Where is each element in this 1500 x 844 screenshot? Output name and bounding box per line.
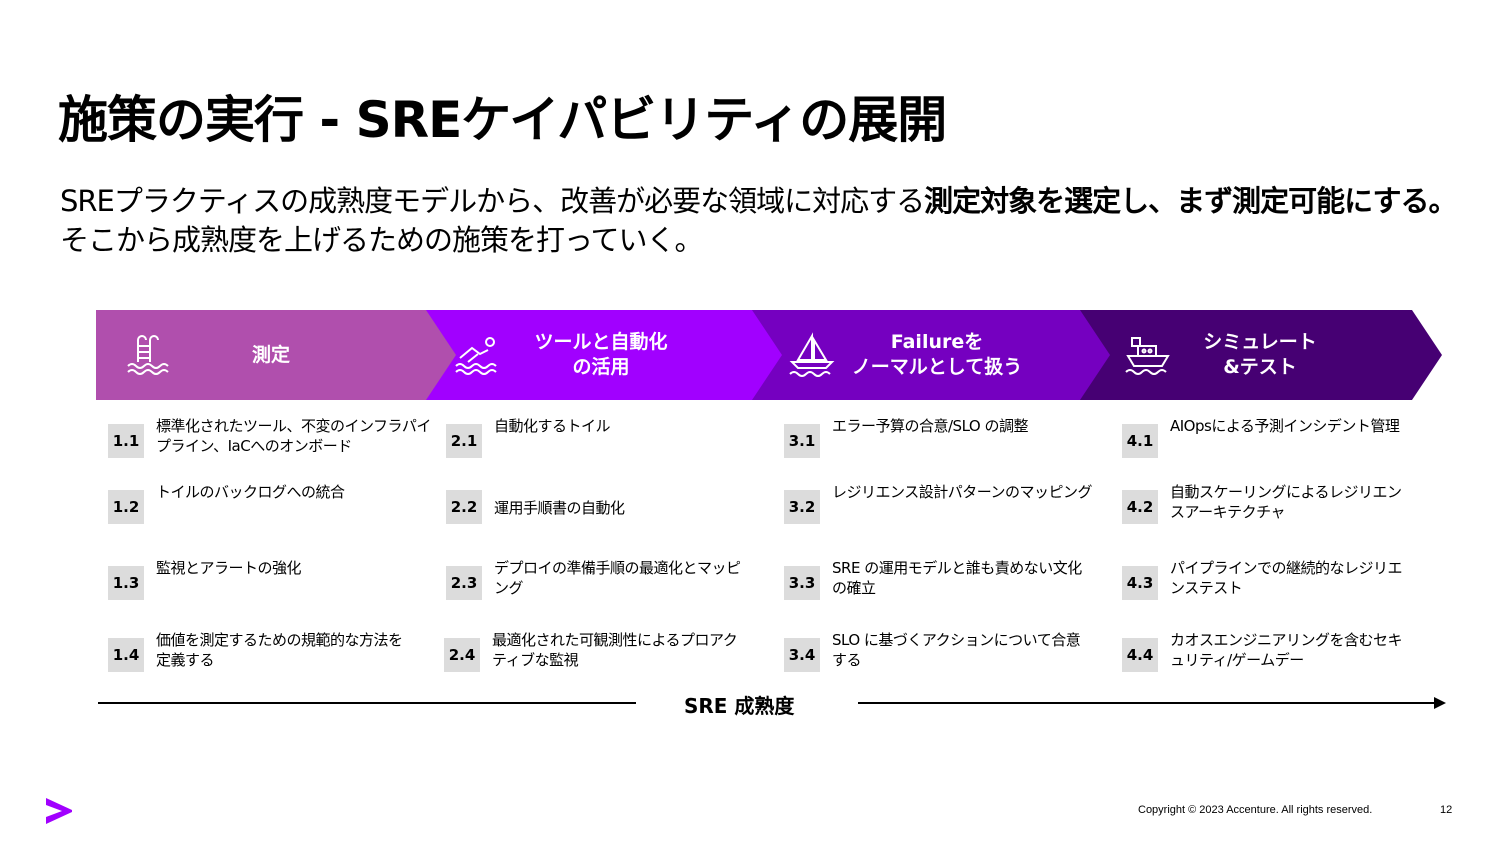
item-number: 4.2	[1122, 490, 1158, 524]
stage-4-shape	[1080, 310, 1442, 400]
item-number: 3.4	[784, 638, 820, 672]
item-number: 1.3	[108, 566, 144, 600]
stage-4-label: シミュレート &テスト	[1190, 330, 1330, 380]
item-text: 価値を測定するための規範的な方法を定義する	[156, 631, 403, 669]
item-text: 自動化するトイル	[494, 417, 611, 435]
stage-2-line1: ツールと自動化	[534, 331, 668, 353]
item-number: 3.2	[784, 490, 820, 524]
item-text: 標準化されたツール、不変のインフラパイプライン、IaCへのオンボード	[156, 417, 431, 455]
stage-3: Failureを ノーマルとして扱う	[752, 310, 1112, 400]
maturity-axis-right	[858, 702, 1436, 704]
stage-3-line2: ノーマルとして扱う	[851, 356, 1023, 378]
stage-1: 測定	[96, 310, 458, 400]
stage-4: シミュレート &テスト	[1080, 310, 1442, 400]
item-number: 3.1	[784, 424, 820, 458]
item-text: パイプラインでの継続的なレジリエンステスト	[1170, 559, 1403, 597]
item-text: 最適化された可観測性によるプロアクティブな監視	[492, 631, 738, 669]
item-text: トイルのバックログへの統合	[156, 483, 345, 501]
brand-logo-icon	[46, 798, 72, 828]
subtitle-bold: 測定対象を選定し、まず測定可能にする。	[924, 184, 1457, 218]
stage-3-line1: Failureを	[890, 331, 984, 353]
stage-4-line1: シミュレート	[1203, 331, 1317, 353]
subtitle-part1: SREプラクティスの成熟度モデルから、改善が必要な領域に対応する	[60, 184, 925, 218]
item-number: 4.3	[1122, 566, 1158, 600]
maturity-axis-left	[98, 702, 636, 704]
page-number: 12	[1440, 804, 1453, 816]
ship-icon	[1124, 332, 1172, 378]
item-number: 2.4	[444, 638, 480, 672]
item-text: デプロイの準備手順の最適化とマッピング	[494, 559, 741, 597]
item-text: 監視とアラートの強化	[156, 559, 302, 577]
stage-4-line2: &テスト	[1223, 356, 1297, 378]
item-text: SRE の運用モデルと誰も責めない文化の確立	[832, 559, 1082, 597]
item-number: 1.4	[108, 638, 144, 672]
item-text: 自動スケーリングによるレジリエンスアーキテクチャ	[1170, 483, 1402, 521]
stage-3-label: Failureを ノーマルとして扱う	[842, 330, 1032, 380]
swimmer-icon	[454, 332, 502, 378]
item-number: 3.3	[784, 566, 820, 600]
item-text: 運用手順書の自動化	[494, 499, 625, 517]
stage-2-line2: の活用	[572, 356, 630, 378]
copyright-text: Copyright © 2023 Accenture. All rights r…	[1138, 804, 1373, 816]
item-number: 1.2	[108, 490, 144, 524]
stage-2-shape	[426, 310, 786, 400]
stage-1-shape	[96, 310, 458, 400]
axis-arrow-icon	[1434, 697, 1446, 709]
stage-2-label: ツールと自動化 の活用	[516, 330, 686, 380]
stage-2: ツールと自動化 の活用	[426, 310, 786, 400]
maturity-axis-label: SRE 成熟度	[684, 694, 795, 718]
item-number: 2.3	[446, 566, 482, 600]
item-number: 4.1	[1122, 424, 1158, 458]
item-text: カオスエンジニアリングを含むセキュリティ/ゲームデー	[1170, 631, 1403, 669]
item-text: レジリエンス設計パターンのマッピング	[832, 483, 1092, 501]
item-number: 4.4	[1122, 638, 1158, 672]
item-number: 1.1	[108, 424, 144, 458]
item-number: 2.2	[446, 490, 482, 524]
item-text: エラー予算の合意/SLO の調整	[832, 417, 1028, 435]
stage-3-shape	[752, 310, 1112, 400]
item-text: SLO に基づくアクションについて合意する	[832, 631, 1081, 669]
subtitle-part2: そこから成熟度を上げるための施策を打っていく。	[60, 223, 704, 257]
page-subtitle: SREプラクティスの成熟度モデルから、改善が必要な領域に対応する測定対象を選定し…	[60, 182, 1460, 260]
stage-1-label: 測定	[251, 344, 290, 366]
item-text: AIOpsによる予測インシデント管理	[1170, 417, 1400, 435]
item-number: 2.1	[446, 424, 482, 458]
sailboat-icon	[788, 332, 836, 378]
pool-ladder-icon	[126, 332, 174, 378]
page-title: 施策の実行 - SREケイパビリティの展開	[58, 91, 947, 149]
